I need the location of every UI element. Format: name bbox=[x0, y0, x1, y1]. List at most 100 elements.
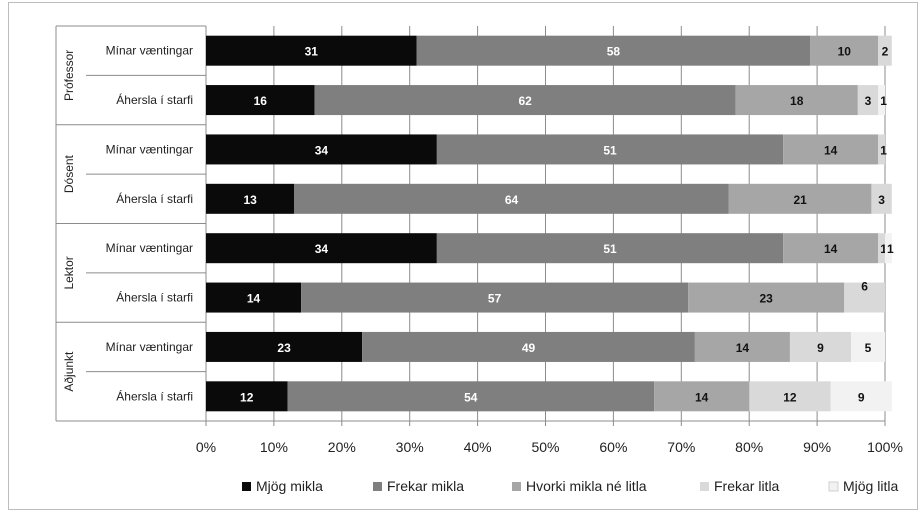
bar-segment bbox=[206, 233, 437, 264]
legend-swatch bbox=[700, 482, 709, 491]
data-label: 1 bbox=[887, 242, 894, 256]
x-tick-label: 90% bbox=[803, 439, 831, 455]
bar-segment bbox=[206, 35, 417, 66]
bar-segment bbox=[783, 134, 879, 165]
data-label: 12 bbox=[240, 390, 254, 404]
data-label: 34 bbox=[315, 242, 329, 256]
legend-swatch bbox=[512, 482, 521, 491]
legend-swatch bbox=[242, 482, 251, 491]
bar-segment bbox=[789, 331, 852, 362]
data-label: 23 bbox=[759, 292, 773, 306]
bar-segment bbox=[314, 85, 736, 116]
bar-segment bbox=[206, 381, 288, 412]
legend-label: Frekar litla bbox=[714, 478, 780, 494]
row-label: Mínar væntingar bbox=[106, 142, 193, 156]
bar-segment bbox=[436, 134, 784, 165]
bar-segment bbox=[857, 85, 879, 116]
x-tick-label: 60% bbox=[599, 439, 627, 455]
data-label: 10 bbox=[838, 45, 852, 59]
x-tick-label: 100% bbox=[867, 439, 903, 455]
bar-segment bbox=[871, 183, 892, 214]
bar-segment bbox=[885, 233, 892, 264]
data-label: 62 bbox=[518, 94, 532, 108]
data-label: 3 bbox=[865, 94, 872, 108]
data-label: 14 bbox=[736, 341, 750, 355]
bar-segment bbox=[206, 282, 302, 313]
bar-segment bbox=[362, 331, 695, 362]
data-label: 58 bbox=[607, 45, 621, 59]
data-label: 64 bbox=[505, 193, 519, 207]
bar-segment bbox=[206, 183, 295, 214]
bar-segment bbox=[749, 381, 831, 412]
bar-segment bbox=[287, 381, 655, 412]
legend-label: Mjög litla bbox=[843, 478, 898, 494]
data-label: 51 bbox=[603, 242, 617, 256]
bar-segment bbox=[735, 85, 858, 116]
row-label: Áhersla í starfi bbox=[116, 290, 193, 305]
legend-label: Hvorki mikla né litla bbox=[526, 478, 647, 494]
x-tick-label: 40% bbox=[464, 439, 492, 455]
bar-segment bbox=[878, 134, 885, 165]
row-label: Mínar væntingar bbox=[106, 340, 193, 354]
data-label: 1 bbox=[880, 242, 887, 256]
row-label: Áhersla í starfi bbox=[116, 92, 193, 107]
group-label: Dósent bbox=[62, 154, 76, 193]
data-label: 51 bbox=[603, 143, 617, 157]
data-label: 13 bbox=[243, 193, 257, 207]
data-label: 18 bbox=[790, 94, 804, 108]
data-label: 49 bbox=[522, 341, 536, 355]
row-label: Mínar væntingar bbox=[106, 241, 193, 255]
bar-segment bbox=[728, 183, 872, 214]
data-label: 6 bbox=[861, 280, 868, 294]
data-label: 14 bbox=[824, 143, 838, 157]
bar-segment bbox=[844, 282, 885, 313]
bar-segment bbox=[783, 233, 879, 264]
data-label: 54 bbox=[464, 390, 478, 404]
data-label: 14 bbox=[824, 242, 838, 256]
data-label: 16 bbox=[254, 94, 268, 108]
data-label: 12 bbox=[783, 390, 797, 404]
bar-segment bbox=[294, 183, 729, 214]
bar-segment bbox=[830, 381, 892, 412]
legend-label: Frekar mikla bbox=[387, 478, 464, 494]
bar-segment bbox=[301, 282, 689, 313]
legend-swatch bbox=[373, 482, 382, 491]
x-tick-label: 30% bbox=[396, 439, 424, 455]
row-label: Áhersla í starfi bbox=[116, 388, 193, 403]
data-label: 3 bbox=[878, 193, 885, 207]
group-label: Lektor bbox=[62, 256, 76, 289]
data-label: 9 bbox=[817, 341, 824, 355]
bar-segment bbox=[436, 233, 784, 264]
data-label: 34 bbox=[315, 143, 329, 157]
x-tick-label: 10% bbox=[260, 439, 288, 455]
bar-segment bbox=[206, 331, 363, 362]
bar-segment bbox=[688, 282, 845, 313]
legend-swatch bbox=[828, 481, 839, 492]
data-label: 21 bbox=[793, 193, 807, 207]
bar-segment bbox=[878, 233, 885, 264]
x-tick-label: 70% bbox=[667, 439, 695, 455]
bar-segment bbox=[654, 381, 750, 412]
bar-segment bbox=[206, 85, 315, 116]
data-label: 14 bbox=[247, 292, 261, 306]
group-label: Prófessor bbox=[62, 50, 76, 101]
data-label: 2 bbox=[882, 45, 889, 59]
bar-segment bbox=[416, 35, 811, 66]
data-label: 14 bbox=[695, 390, 709, 404]
bar-segment bbox=[851, 331, 885, 362]
data-label: 5 bbox=[865, 341, 872, 355]
data-label: 9 bbox=[858, 390, 865, 404]
x-tick-label: 80% bbox=[735, 439, 763, 455]
legend-label: Mjög mikla bbox=[256, 478, 323, 494]
x-tick-label: 50% bbox=[531, 439, 559, 455]
x-tick-label: 20% bbox=[328, 439, 356, 455]
data-label: 31 bbox=[305, 45, 319, 59]
row-label: Mínar væntingar bbox=[106, 44, 193, 58]
bar-segment bbox=[878, 85, 885, 116]
bar-segment bbox=[206, 134, 437, 165]
data-label: 1 bbox=[880, 94, 887, 108]
data-label: 23 bbox=[277, 341, 291, 355]
data-label: 1 bbox=[880, 143, 887, 157]
row-label: Áhersla í starfi bbox=[116, 191, 193, 206]
